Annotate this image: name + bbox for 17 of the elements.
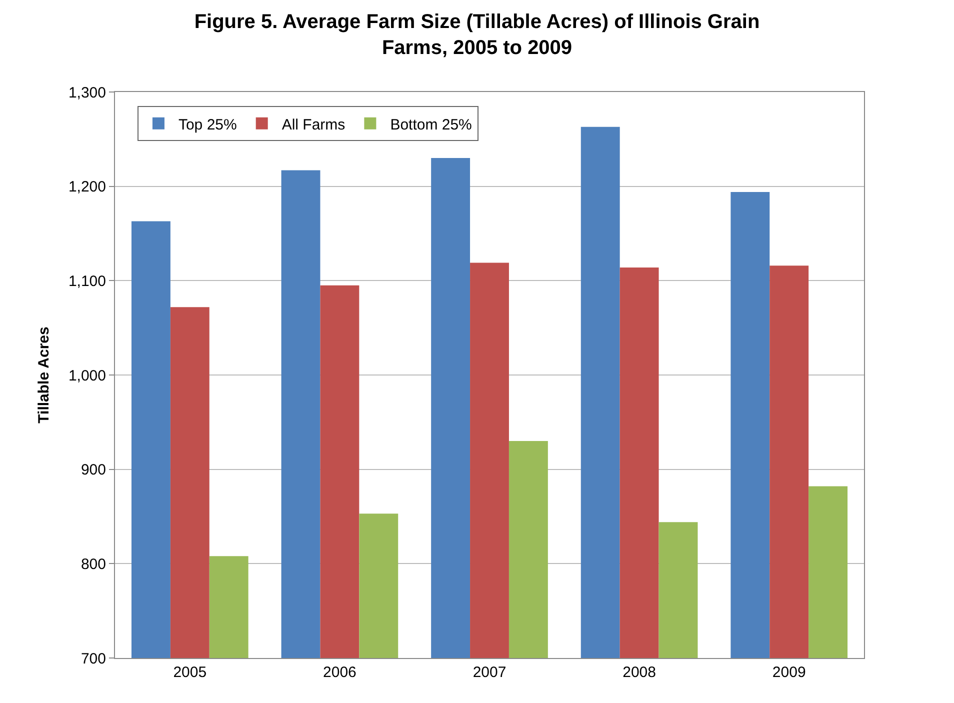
x-tick-label: 2005 xyxy=(173,664,207,681)
legend-label: Bottom 25% xyxy=(390,116,472,134)
y-tick-label: 1,100 xyxy=(68,272,106,290)
y-tick-label: 1,300 xyxy=(68,84,106,102)
legend-label: Top 25% xyxy=(178,116,237,134)
y-tick-label: 900 xyxy=(80,462,106,479)
y-axis-title: Tillable Acres xyxy=(36,326,53,424)
legend-label: All Farms xyxy=(282,116,346,134)
y-tick-label: 800 xyxy=(80,556,106,573)
x-tick-label: 2006 xyxy=(323,664,356,681)
x-tick-label: 2008 xyxy=(622,664,656,681)
y-tick-label: 1,000 xyxy=(68,367,106,384)
x-tick-label: 2007 xyxy=(472,664,506,681)
chart-title: Figure 5. Average Farm Size (Tillable Acres) of Illinois Grain Farms, 2005 to 2009 xyxy=(194,11,760,60)
y-tick-label: 1,200 xyxy=(68,178,106,196)
x-tick-label: 2009 xyxy=(772,664,806,681)
y-tick-label: 700 xyxy=(80,650,106,668)
